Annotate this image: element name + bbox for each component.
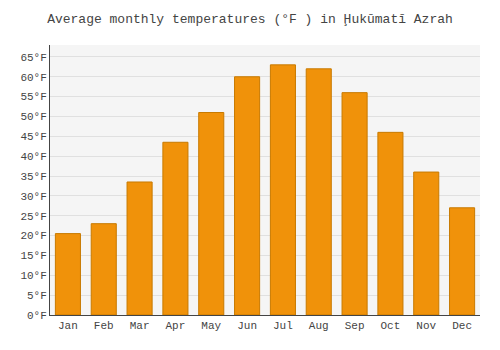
svg-text:May: May [201,320,221,332]
svg-text:Jun: Jun [237,320,257,332]
svg-text:Feb: Feb [94,320,114,332]
svg-text:Oct: Oct [381,320,401,332]
svg-text:65°F: 65°F [20,52,46,64]
svg-text:Average monthly temperatures (: Average monthly temperatures (°F ) in Ḩu… [47,12,453,27]
svg-text:Sep: Sep [345,320,365,332]
svg-text:0°F: 0°F [27,310,47,322]
svg-text:55°F: 55°F [20,91,46,103]
svg-text:Dec: Dec [452,320,472,332]
svg-text:35°F: 35°F [20,171,46,183]
svg-text:45°F: 45°F [20,131,46,143]
svg-text:Aug: Aug [309,320,329,332]
svg-text:Jan: Jan [58,320,78,332]
svg-text:50°F: 50°F [20,111,46,123]
svg-text:40°F: 40°F [20,151,46,163]
svg-text:20°F: 20°F [20,230,46,242]
svg-text:30°F: 30°F [20,191,46,203]
svg-text:Mar: Mar [130,320,150,332]
svg-text:60°F: 60°F [20,72,46,84]
svg-text:Jul: Jul [273,320,293,332]
svg-text:10°F: 10°F [20,270,46,282]
svg-text:15°F: 15°F [20,250,46,262]
svg-text:Nov: Nov [416,320,436,332]
svg-text:25°F: 25°F [20,211,46,223]
svg-text:5°F: 5°F [27,290,47,302]
svg-text:Apr: Apr [166,320,186,332]
